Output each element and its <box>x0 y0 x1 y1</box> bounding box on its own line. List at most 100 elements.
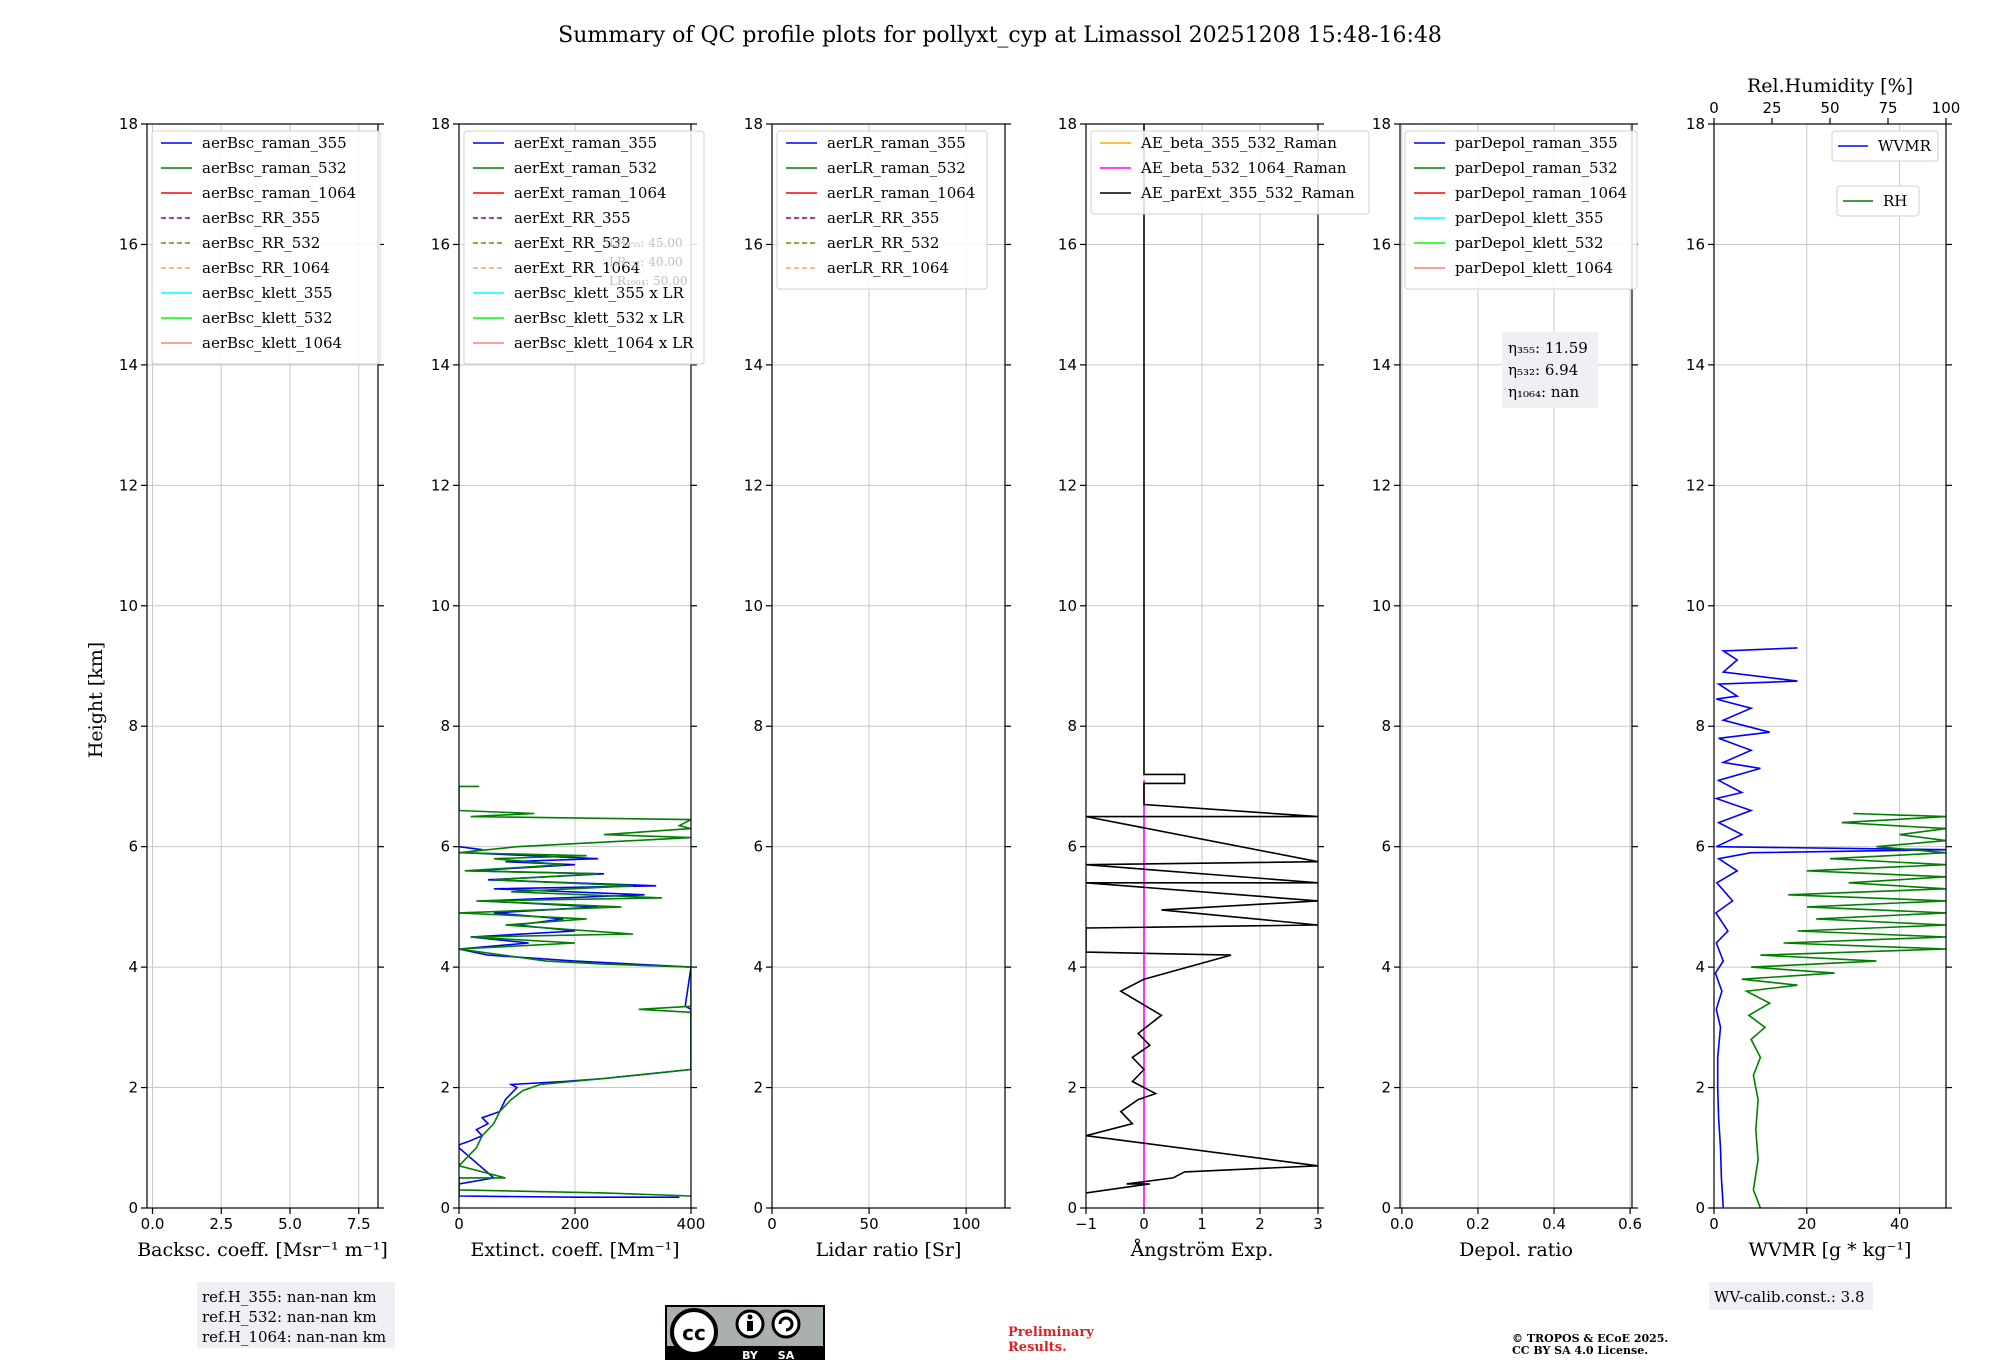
depol-legend-label: parDepol_klett_1064 <box>1455 259 1613 277</box>
depol-legend-label: parDepol_raman_1064 <box>1455 184 1627 202</box>
depol-legend-label: parDepol_klett_355 <box>1455 209 1604 227</box>
ae-series-AE_parExt_355_532_Raman <box>1086 124 1318 1194</box>
bsc-legend-label: aerBsc_RR_1064 <box>202 259 330 277</box>
lr-ytick-label: 6 <box>753 838 763 856</box>
lr-panel: 0 2 4 6 8 10 12 14 16 18 0 50 100 Lidar ratio [Sr] aer… <box>744 115 1011 1261</box>
wvmr-legend-box <box>1831 130 1939 162</box>
ae-xtick-label: 2 <box>1255 1215 1265 1233</box>
ext-ytick-label: 16 <box>431 235 450 253</box>
ext-ytick-label: 6 <box>440 838 450 856</box>
wv-ytick-label: 6 <box>1695 838 1705 856</box>
lr-ytick-label: 8 <box>753 717 763 735</box>
ext-legend-label: aerExt_RR_532 <box>514 234 631 252</box>
lr-ytick-label: 10 <box>744 597 763 615</box>
ext-xlabel: Extinct. coeff. [Mm⁻¹] <box>470 1239 679 1261</box>
bsc-legend-label: aerBsc_klett_355 <box>202 284 333 302</box>
wv-ytick-label: 16 <box>1686 235 1705 253</box>
ext-xtick-label: 400 <box>677 1215 706 1233</box>
lr-ytick-label: 18 <box>744 115 763 133</box>
wv-ytick-label: 14 <box>1686 356 1705 374</box>
bsc-frame <box>146 123 379 1209</box>
rh-top-xtick-label: 25 <box>1762 99 1781 117</box>
bsc-ytick-label: 10 <box>119 597 138 615</box>
bsc-legend-label: aerBsc_klett_1064 <box>202 334 342 352</box>
lr-legend-label: aerLR_raman_355 <box>827 134 966 152</box>
preliminary-line-1: Preliminary <box>1008 1325 1094 1340</box>
bsc-legend-box <box>151 130 381 365</box>
ext-ytick-label: 8 <box>440 717 450 735</box>
wv-ytick-label: 8 <box>1695 717 1705 735</box>
bsc-ytick-label: 6 <box>128 838 138 856</box>
ae-ytick-label: 2 <box>1067 1079 1077 1097</box>
ext-xtick-label: 200 <box>561 1215 590 1233</box>
ext-legend-box <box>463 130 705 365</box>
ext-ytick-label: 4 <box>440 958 450 976</box>
bsc-ytick-label: 8 <box>128 717 138 735</box>
wvmr-legend-label: WVMR <box>1878 137 1932 155</box>
lr-ytick-label: 12 <box>744 476 763 494</box>
wv-xtick-label: 40 <box>1890 1215 1909 1233</box>
lr-xtick-label: 50 <box>860 1215 879 1233</box>
depol-xtick-label: 0.6 <box>1618 1215 1642 1233</box>
bsc-legend-label: aerBsc_raman_355 <box>202 134 347 152</box>
ae-ytick-label: 10 <box>1058 597 1077 615</box>
bsc-xtick-label: 7.5 <box>347 1215 371 1233</box>
lr-xlabel: Lidar ratio [Sr] <box>816 1239 962 1261</box>
lr-note: LR₅₃₂: 40.00 <box>609 255 683 269</box>
ae-xlabel: Ångström Exp. <box>1130 1239 1274 1261</box>
ext-legend-label: aerExt_RR_1064 <box>514 259 640 277</box>
bsc-legend-label: aerBsc_raman_532 <box>202 159 347 177</box>
lr-note: LR₃₅₅: 45.00 <box>609 236 683 250</box>
ae-ytick-label: 14 <box>1058 356 1077 374</box>
bsc-xtick-label: 5.0 <box>278 1215 302 1233</box>
copyright-line-2: CC BY SA 4.0 License. <box>1512 1344 1648 1357</box>
depol-ytick-label: 0 <box>1381 1199 1391 1217</box>
bsc-xtick-label: 0.0 <box>141 1215 165 1233</box>
depol-ytick-label: 14 <box>1372 356 1391 374</box>
lr-ytick-label: 0 <box>753 1199 763 1217</box>
lr-note: LR₁₀₆₄: 50.00 <box>609 274 687 288</box>
bsc-ytick-label: 2 <box>128 1079 138 1097</box>
lr-ytick-label: 16 <box>744 235 763 253</box>
rh-top-xtick-label: 75 <box>1878 99 1897 117</box>
lr-xtick-label: 100 <box>952 1215 981 1233</box>
depol-legend-label: parDepol_klett_532 <box>1455 234 1604 252</box>
depol-legend-box <box>1404 130 1638 290</box>
ae-xtick-label: 0 <box>1139 1215 1149 1233</box>
lr-legend-box <box>776 130 988 290</box>
wv-calib-box <box>1709 1282 1873 1310</box>
ext-series-aerExt_raman_532 <box>459 785 691 1197</box>
wv-ytick-label: 12 <box>1686 476 1705 494</box>
depol-ytick-label: 12 <box>1372 476 1391 494</box>
eta-box <box>1502 332 1598 408</box>
ae-xtick-label: 3 <box>1313 1215 1323 1233</box>
figure-title: Summary of QC profile plots for pollyxt_… <box>558 23 1442 48</box>
lr-frame <box>771 123 1006 1209</box>
wv-xlabel: WVMR [g * kg⁻¹] <box>1749 1239 1912 1261</box>
wv-ytick-label: 2 <box>1695 1079 1705 1097</box>
bsc-xtick-label: 2.5 <box>209 1215 233 1233</box>
ae-legend-label: AE_beta_355_532_Raman <box>1140 134 1337 152</box>
ae-xtick-label: 1 <box>1197 1215 1207 1233</box>
ref-h-532: ref.H_532: nan-nan km <box>202 1308 377 1326</box>
ext-legend-label: aerExt_RR_355 <box>514 209 631 227</box>
depol-xtick-label: 0.4 <box>1542 1215 1566 1233</box>
ext-panel: 0 2 4 6 8 10 12 14 16 18 0 200 400 Extinct. coeff. [M… <box>431 115 705 1261</box>
bsc-xlabel: Backsc. coeff. [Msr⁻¹ m⁻¹] <box>137 1239 388 1261</box>
ext-ytick-label: 18 <box>431 115 450 133</box>
lr-legend-label: aerLR_raman_532 <box>827 159 966 177</box>
depol-frame <box>1399 123 1633 1209</box>
bsc-ytick-label: 16 <box>119 235 138 253</box>
ae-legend-label: AE_beta_532_1064_Raman <box>1140 159 1347 177</box>
depol-ytick-label: 8 <box>1381 717 1391 735</box>
depol-ytick-label: 16 <box>1372 235 1391 253</box>
lr-ytick-label: 2 <box>753 1079 763 1097</box>
bsc-ytick-label: 0 <box>128 1199 138 1217</box>
wv-frame <box>1713 123 1947 1209</box>
depol-legend-label: parDepol_raman_532 <box>1455 159 1618 177</box>
rh-legend-label: RH <box>1883 192 1907 210</box>
eta-value: η₃₅₅: 11.59 <box>1508 339 1588 357</box>
wv-xtick-label: 20 <box>1797 1215 1816 1233</box>
sa-icon <box>771 1309 801 1339</box>
